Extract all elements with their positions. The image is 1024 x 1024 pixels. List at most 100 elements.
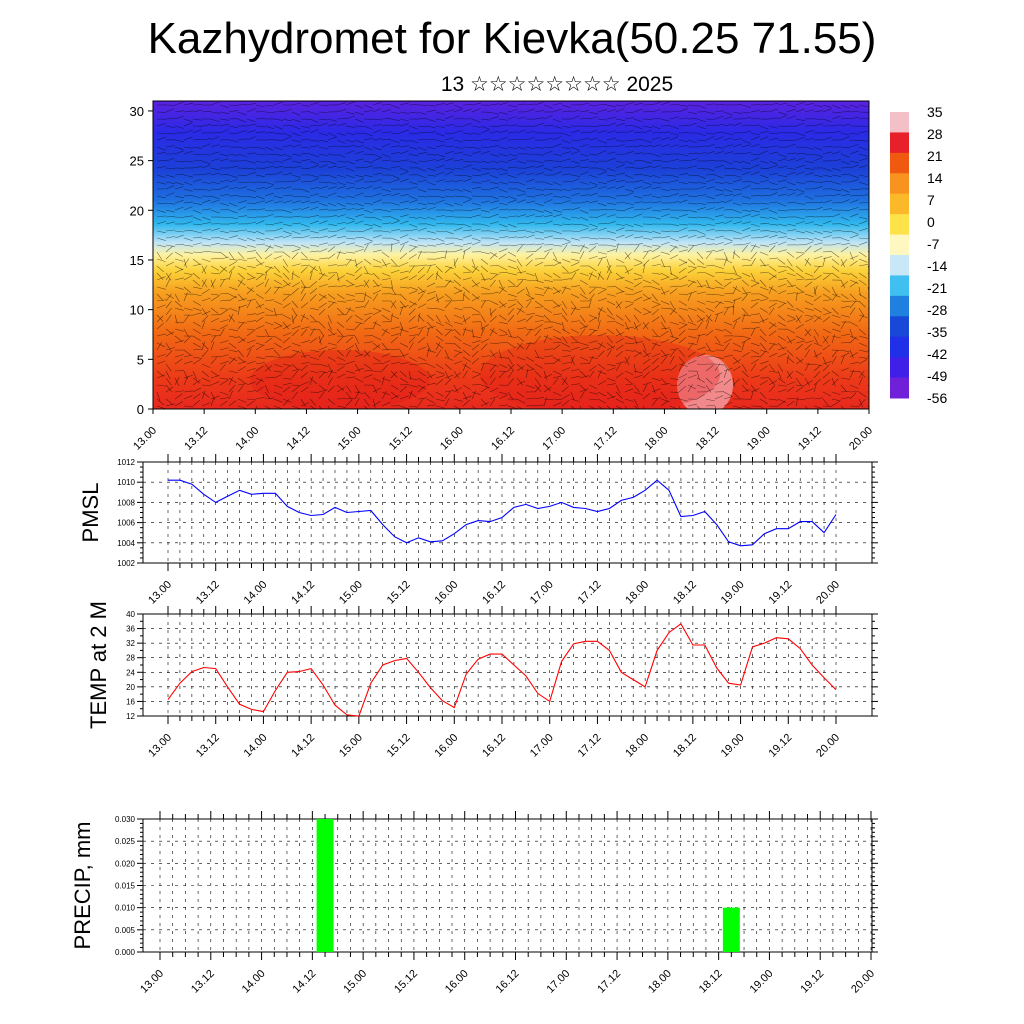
wind-barb xyxy=(804,245,812,253)
wind-barb xyxy=(705,243,715,246)
wind-barb xyxy=(831,307,839,315)
wind-barb xyxy=(246,250,256,253)
wind-barb xyxy=(642,352,652,358)
wind-barb xyxy=(786,381,796,386)
wind-barb xyxy=(246,299,252,309)
wind-barb xyxy=(579,110,589,113)
wind-barb xyxy=(219,158,229,162)
wind-barb xyxy=(246,108,256,113)
wind-barb xyxy=(777,241,787,246)
wind-barb xyxy=(489,272,499,275)
wind-barb xyxy=(813,153,823,157)
wind-barb xyxy=(642,393,651,400)
wind-barb xyxy=(570,335,578,343)
wind-barb xyxy=(624,129,634,134)
wind-barb xyxy=(759,307,768,313)
wind-barb xyxy=(822,151,832,155)
wind-barb xyxy=(246,298,256,302)
wind-barb xyxy=(624,370,634,376)
wind-barb xyxy=(255,187,265,190)
wind-barb xyxy=(327,293,336,300)
wind-barb xyxy=(354,236,364,239)
wind-barb xyxy=(525,297,535,302)
wind-barb xyxy=(327,160,337,165)
wind-barb xyxy=(804,153,814,156)
wind-barb xyxy=(768,108,778,113)
wind-barb xyxy=(768,165,778,169)
wind-barb xyxy=(858,220,868,225)
y-tick-label: 1004 xyxy=(117,539,135,548)
wind-barb xyxy=(390,394,400,400)
wind-barb xyxy=(246,216,256,219)
wind-barb xyxy=(390,202,400,206)
wind-barb xyxy=(732,320,738,330)
wind-barb xyxy=(471,335,481,339)
wind-barb xyxy=(354,158,364,162)
wind-barb xyxy=(273,195,283,199)
wind-barb xyxy=(705,136,715,141)
wind-barb xyxy=(156,230,166,234)
wind-barb xyxy=(687,122,697,127)
wind-barb xyxy=(363,374,373,379)
wind-barb xyxy=(471,307,480,313)
wind-barb xyxy=(561,132,571,137)
wind-barb xyxy=(588,287,596,295)
wind-barb xyxy=(183,174,193,178)
wind-barb xyxy=(363,202,373,205)
wind-barb xyxy=(489,395,499,400)
wind-barb xyxy=(858,174,868,178)
wind-barb xyxy=(840,223,850,227)
wind-barb xyxy=(732,356,740,364)
wind-barb xyxy=(309,356,319,360)
wind-barb xyxy=(228,187,238,190)
wind-barb xyxy=(255,335,265,337)
x-tick-label: 16.12 xyxy=(489,425,517,453)
wind-barb xyxy=(705,111,715,115)
wind-barb xyxy=(714,328,724,332)
wind-barb xyxy=(813,201,823,204)
wind-barb xyxy=(192,387,202,393)
wind-barb xyxy=(255,208,265,211)
wind-barb xyxy=(588,355,594,365)
wind-barb xyxy=(543,150,553,155)
wind-barb xyxy=(237,265,247,270)
wind-barb xyxy=(282,251,291,258)
wind-barb xyxy=(579,237,589,239)
wind-barb xyxy=(318,202,328,207)
wind-barb xyxy=(804,181,814,183)
wind-barb xyxy=(786,292,796,295)
wind-barb xyxy=(390,124,400,127)
wind-barb xyxy=(363,237,373,242)
wind-barb xyxy=(696,285,706,288)
wind-barb xyxy=(723,369,728,379)
wind-barb xyxy=(165,108,175,113)
wind-barb xyxy=(507,116,517,120)
wind-barb xyxy=(822,174,832,178)
wind-barb xyxy=(174,186,184,190)
wind-barb xyxy=(786,158,796,162)
wind-barb xyxy=(516,229,526,232)
wind-barb xyxy=(498,229,508,232)
wind-barb xyxy=(219,230,229,234)
wind-barb xyxy=(813,110,823,113)
wind-barb xyxy=(390,132,400,135)
wind-barb xyxy=(498,202,508,206)
wind-barb xyxy=(372,124,382,127)
wind-barb xyxy=(417,152,427,155)
wind-barb xyxy=(264,223,274,226)
wind-barb xyxy=(174,376,180,386)
wind-barb xyxy=(228,342,237,349)
wind-barb xyxy=(255,303,265,309)
wind-barb xyxy=(219,118,229,121)
wind-barb xyxy=(534,101,544,106)
wind-barb xyxy=(327,230,337,233)
wind-barb xyxy=(696,216,706,219)
wind-barb xyxy=(192,400,201,407)
wind-barb xyxy=(390,242,400,246)
wind-barb xyxy=(399,207,409,211)
wind-barb xyxy=(678,329,686,337)
wind-barb xyxy=(750,388,760,393)
wind-barb xyxy=(462,307,472,309)
x-tick-label: 15.12 xyxy=(387,425,415,453)
wind-barb xyxy=(795,251,805,254)
